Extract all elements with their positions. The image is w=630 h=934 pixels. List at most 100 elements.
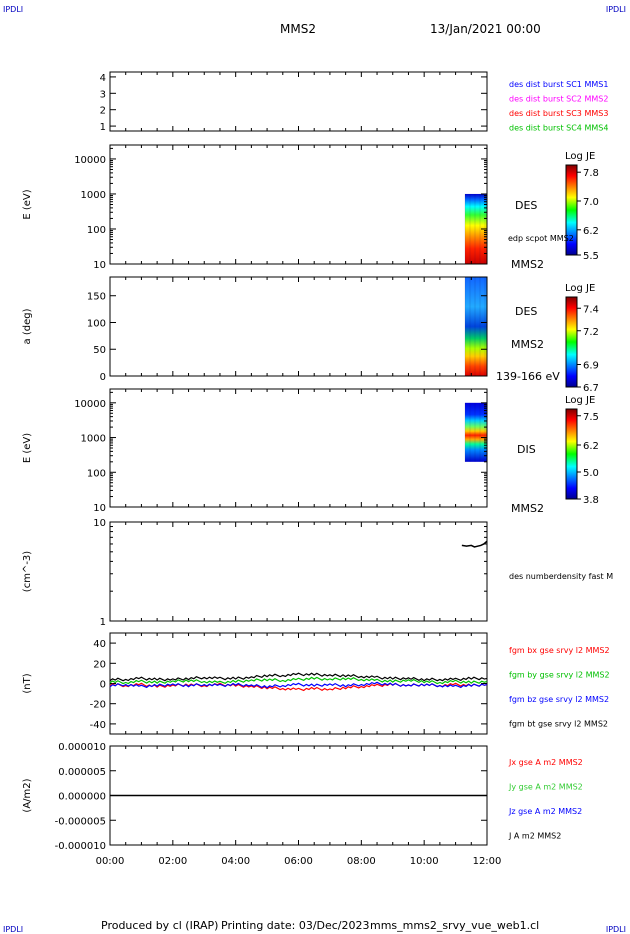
dis-energy-panel-ytick-label: 10 — [93, 503, 106, 514]
burst-panel-ytick-label: 4 — [100, 73, 106, 84]
des-pitch-panel-ytick-label: 50 — [93, 345, 106, 356]
fgm-series-label: fgm bt gse srvy l2 MMS2 — [509, 720, 608, 729]
dis-energy-panel-ytick-label: 10000 — [74, 399, 106, 410]
dis-energy-spacecraft-label: MMS2 — [511, 502, 544, 515]
des-energy-panel-ylabel: E (eV) — [22, 189, 33, 219]
x-axis-tick-label: 04:00 — [221, 856, 250, 867]
des-energy-panel-ytick-label: 10 — [93, 260, 106, 271]
burst-panel-ytick-label: 2 — [100, 106, 106, 117]
corner-label-top-left: IPDLI — [3, 5, 24, 14]
burst-legend-item: des dist burst SC2 MMS2 — [509, 95, 608, 104]
fgm-series-label: fgm by gse srvy l2 MMS2 — [509, 671, 610, 680]
des-pitch-panel-frame — [109, 276, 488, 377]
des-energy-spacecraft-label: MMS2 — [511, 258, 544, 271]
current-series-label: Jz gse A m2 MMS2 — [508, 807, 582, 816]
des-pitch-energy-label: 139-166 eV — [496, 370, 560, 383]
des-pitch-panel-colorbar-title: Log JE — [565, 283, 595, 294]
des-energy-panel-colorbar — [565, 164, 578, 256]
burst-legend-item: des dist burst SC4 MMS4 — [509, 124, 608, 133]
current-panel-ytick-label: -0.000010 — [55, 841, 106, 852]
burst-legend-item: des dist burst SC1 MMS1 — [509, 80, 608, 89]
des-pitch-panel-spectrogram — [465, 277, 487, 376]
fgm-series-line — [109, 681, 488, 689]
fgm-panel-ylabel: (nT) — [22, 673, 33, 693]
current-panel-ytick-label: -0.000005 — [55, 816, 106, 827]
des-energy-panel-ytick-label: 100 — [87, 225, 106, 236]
des-energy-panel-colorbar-title: Log JE — [565, 151, 595, 162]
des-energy-side-label: DES — [515, 199, 537, 212]
dis-energy-panel-ytick-label: 1000 — [81, 434, 106, 445]
corner-label-bottom-right: IPDLI — [605, 925, 626, 934]
footer-produced-by: Produced by cl (IRAP) — [101, 919, 219, 932]
fgm-panel-ytick-label: -20 — [90, 700, 106, 711]
des-energy-panel-colorbar-label: 5.5 — [583, 251, 599, 262]
des-energy-scpot-label: edp scpot MMS2 — [508, 234, 574, 243]
x-axis-tick-label: 00:00 — [96, 856, 125, 867]
footer-file-name: mms_mms2_srvy_vue_web1.cl — [370, 919, 540, 932]
burst-panel-frame — [109, 71, 488, 132]
footer-printing-date: Printing date: 03/Dec/2023 — [221, 919, 370, 932]
des-energy-panel-ytick-label: 10000 — [74, 155, 106, 166]
x-axis-tick-label: 06:00 — [284, 856, 313, 867]
des-energy-panel-spectrogram — [465, 193, 487, 264]
fgm-panel-ytick-label: 40 — [93, 639, 106, 650]
current-panel-ylabel: (A/m2) — [22, 778, 33, 812]
burst-panel-ytick-label: 1 — [100, 122, 106, 133]
dis-energy-panel-colorbar-label: 3.8 — [583, 495, 599, 506]
dis-energy-side-label: DIS — [517, 443, 536, 456]
current-panel-ytick-label: 0.000000 — [58, 792, 106, 803]
x-axis-tick-label: 10:00 — [410, 856, 439, 867]
current-series-label: Jy gse A m2 MMS2 — [508, 783, 583, 792]
x-axis-tick-label: 02:00 — [158, 856, 187, 867]
density-series-label: des numberdensity fast M — [509, 572, 613, 581]
dis-energy-panel-colorbar-title: Log JE — [565, 395, 595, 406]
des-energy-panel-colorbar-label: 7.0 — [583, 197, 599, 208]
dis-energy-panel-ylabel: E (eV) — [22, 433, 33, 463]
dis-energy-panel-spectrogram — [465, 402, 487, 462]
dis-energy-panel-colorbar-label: 5.0 — [583, 468, 599, 479]
des-pitch-panel-colorbar — [565, 296, 578, 388]
des-pitch-panel-colorbar-label: 7.4 — [583, 304, 599, 315]
density-panel-frame — [109, 521, 488, 622]
des-energy-panel-colorbar-label: 7.8 — [583, 168, 599, 179]
dis-energy-panel-colorbar-label: 7.5 — [583, 412, 599, 423]
density-panel-ylabel: (cm^-3) — [22, 551, 33, 592]
dis-energy-panel-ytick-label: 100 — [87, 468, 106, 479]
des-energy-panel-frame — [109, 144, 488, 265]
current-series-label: J A m2 MMS2 — [508, 832, 561, 841]
des-pitch-panel-ytick-label: 100 — [87, 318, 106, 329]
des-pitch-panel-colorbar-label: 6.9 — [583, 361, 599, 372]
des-pitch-panel-ylabel: a (deg) — [22, 308, 33, 344]
des-pitch-panel-ytick-label: 150 — [87, 292, 106, 303]
fgm-panel-ytick-label: 0 — [100, 680, 106, 691]
density-panel-ytick-label: 10 — [93, 518, 106, 529]
des-pitch-side-label: DES — [515, 305, 537, 318]
density-panel-ytick-label: 1 — [100, 617, 106, 628]
spacecraft-title: MMS2 — [280, 22, 316, 36]
fgm-series-label: fgm bx gse srvy l2 MMS2 — [509, 646, 610, 655]
plot-date: 13/Jan/2021 00:00 — [430, 22, 541, 36]
fgm-series-line — [109, 676, 488, 685]
des-pitch-spacecraft-label: MMS2 — [511, 338, 544, 351]
des-pitch-panel-ytick-label: 0 — [100, 372, 106, 383]
des-pitch-panel-colorbar-label: 7.2 — [583, 327, 599, 338]
corner-label-top-right: IPDLI — [605, 5, 626, 14]
dis-energy-panel-colorbar-label: 6.2 — [583, 441, 599, 452]
corner-label-bottom-left: IPDLI — [3, 925, 24, 934]
fgm-panel-ytick-label: 20 — [93, 659, 106, 670]
fgm-series-label: fgm bz gse srvy l2 MMS2 — [509, 695, 609, 704]
burst-panel-ytick-label: 3 — [100, 89, 106, 100]
x-axis-tick-label: 08:00 — [347, 856, 376, 867]
current-panel-ytick-label: 0.000010 — [58, 742, 106, 753]
des-pitch-panel-colorbar-label: 6.7 — [583, 383, 599, 394]
fgm-panel-ytick-label: -40 — [90, 720, 106, 731]
des-energy-panel-colorbar-label: 6.2 — [583, 226, 599, 237]
fgm-series-line — [109, 672, 488, 682]
dis-energy-panel-frame — [109, 388, 488, 508]
des-energy-panel-ytick-label: 1000 — [81, 190, 106, 201]
dis-energy-panel-colorbar — [565, 408, 578, 500]
density-series-line — [461, 540, 488, 548]
burst-legend-item: des dist burst SC3 MMS3 — [509, 109, 608, 118]
x-axis-tick-label: 12:00 — [473, 856, 502, 867]
